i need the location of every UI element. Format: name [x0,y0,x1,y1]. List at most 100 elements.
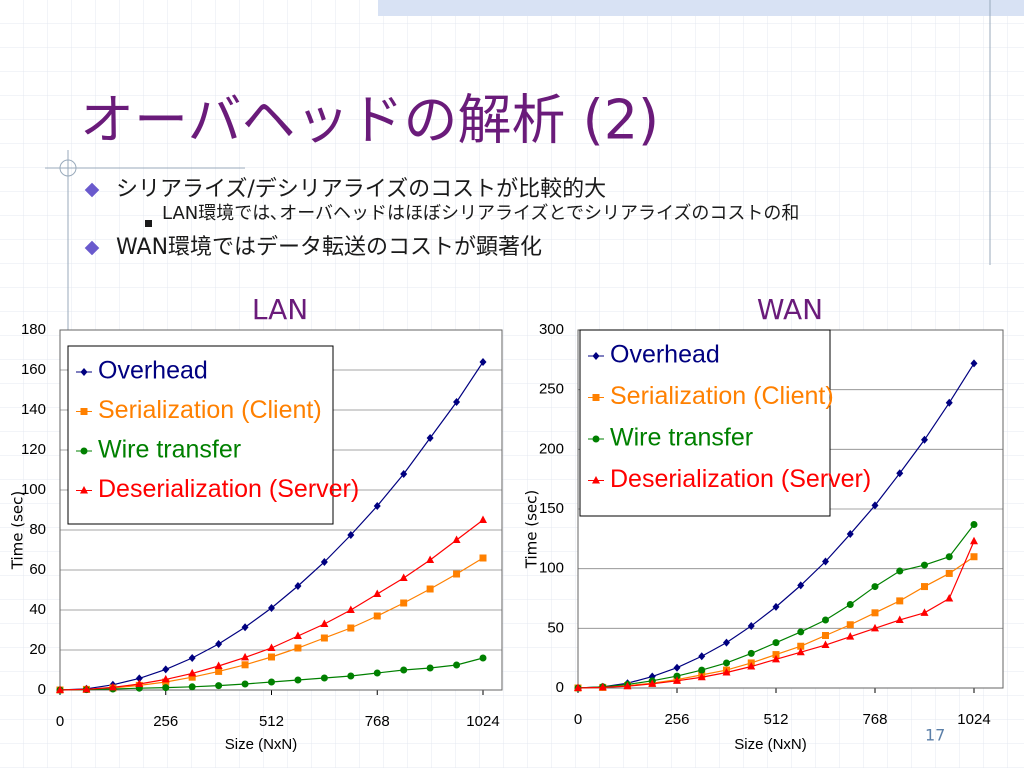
data-point [320,619,329,627]
data-point [945,569,953,577]
slide-title: オーバヘッドの解析 (2) [80,89,659,152]
legend-marker [80,447,88,455]
data-point [821,616,829,624]
data-point [188,683,196,691]
data-point [895,615,904,623]
data-point [426,585,434,593]
data-point [846,530,854,539]
data-point [698,666,706,674]
data-point [188,673,196,681]
legend-label: Serialization (Client) [610,382,834,410]
x-tick-label: 256 [153,713,178,730]
data-point [400,599,408,607]
data-point [796,647,805,656]
data-point [267,678,275,686]
data-point [896,567,904,575]
data-point [969,536,978,545]
y-tick-label: 120 [21,441,46,458]
x-tick-label: 512 [763,711,788,728]
x-tick-label: 256 [664,711,689,728]
data-point [188,654,196,662]
data-point [747,662,756,670]
page-number: 17 [925,726,945,745]
data-point [945,594,954,602]
data-point [698,652,706,661]
data-point [294,676,302,684]
data-point [970,553,978,561]
data-point [479,554,487,562]
data-point [797,642,805,650]
data-point [797,628,805,636]
data-point [373,612,381,620]
data-point [346,605,355,613]
data-point [870,623,879,632]
data-point [241,661,249,669]
data-point [623,681,632,690]
data-point [399,573,408,581]
data-point [970,359,978,368]
data-point [426,664,434,672]
y-tick-label: 180 [21,321,46,338]
legend-label: Overhead [98,357,208,385]
x-tick-label: 768 [365,713,390,730]
data-point [945,553,953,561]
data-point [478,515,487,523]
data-point [821,640,830,649]
data-point [672,676,681,684]
legend-box [67,345,334,525]
header-band [378,0,1024,16]
data-point [267,604,275,612]
x-axis-label: Size (NxN) [225,736,298,753]
data-point [108,682,117,691]
data-point [821,557,829,566]
y-tick-label: 200 [539,440,564,457]
legend-label: Wire transfer [610,424,753,452]
data-point [896,597,904,605]
data-point [215,667,223,675]
data-point [920,583,928,591]
legend-box [579,329,831,517]
data-point [479,358,487,366]
data-point [320,558,328,566]
data-point [267,643,276,651]
legend-marker [592,435,600,443]
y-tick-label: 40 [29,601,46,618]
deco-circle [59,159,77,177]
y-tick-label: 150 [539,500,564,517]
data-point [797,581,805,590]
data-point [453,661,461,669]
data-point [162,665,170,674]
y-tick-label: 50 [547,619,564,636]
x-axis-label: Size (NxN) [734,736,807,753]
y-tick-label: 140 [21,401,46,418]
data-point [347,624,355,632]
data-point [722,667,731,676]
chart-title: WAN [757,293,823,326]
x-tick-label: 0 [56,713,64,730]
data-point [426,434,434,442]
data-point [747,621,755,630]
data-point [135,679,144,687]
data-point [772,639,780,647]
data-point [453,398,461,406]
data-point [697,672,706,681]
bullet-text: WAN環境ではデータ転送のコストが顕著化 [116,235,542,260]
data-point [896,469,904,478]
y-tick-label: 160 [21,361,46,378]
y-tick-label: 0 [556,679,564,696]
data-point [294,644,302,652]
data-point [347,672,355,680]
data-point [821,631,829,639]
data-point [241,680,249,688]
data-point [373,589,382,597]
legend-marker [80,408,88,415]
legend-marker [592,394,600,401]
data-point [846,600,854,608]
data-point [293,631,302,639]
data-point [373,669,381,677]
x-tick-label: 0 [574,711,582,728]
data-point [648,679,657,687]
data-point [215,640,223,648]
y-tick-label: 20 [29,641,46,658]
